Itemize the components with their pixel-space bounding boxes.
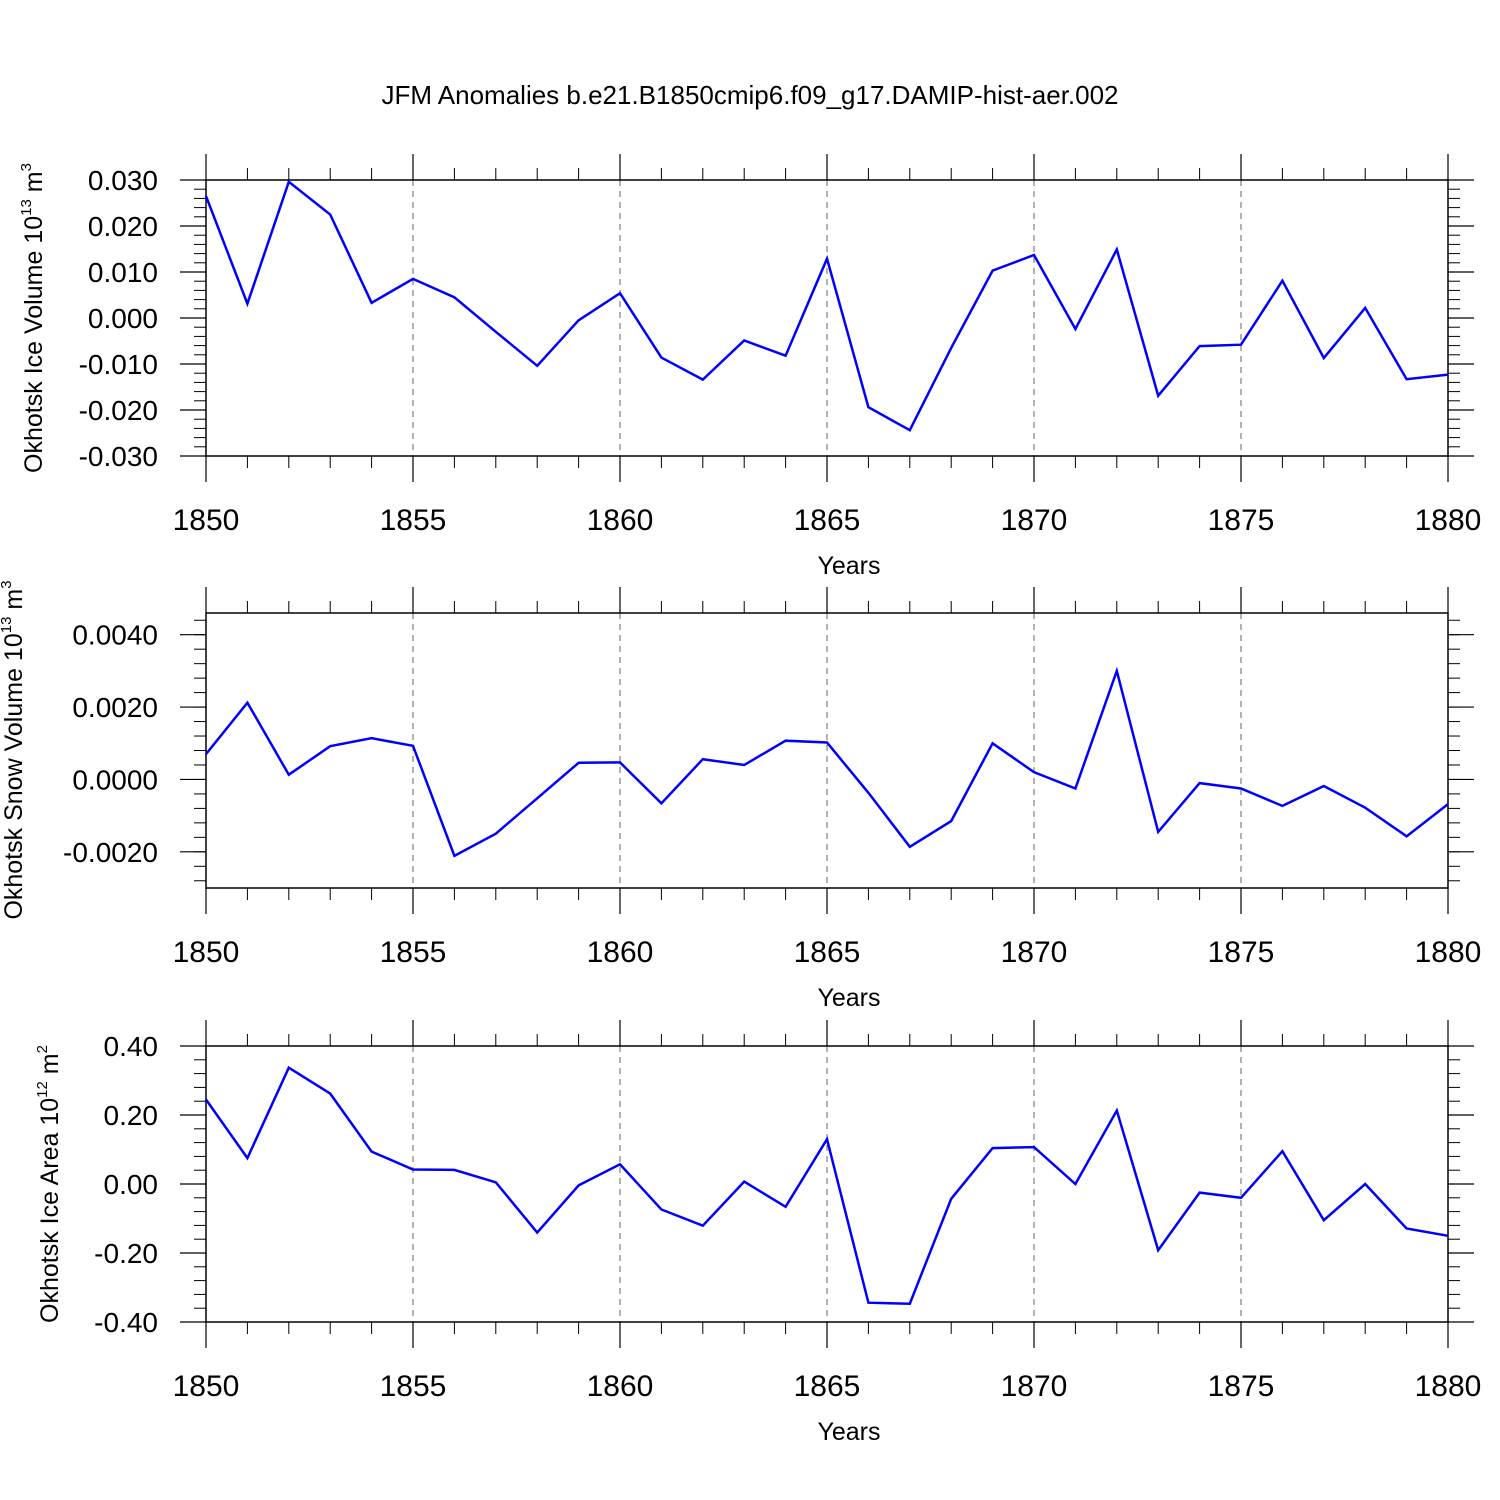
panel-1: 1850 1855 1860 1865 1870 1875 1880 -0.030 -0.020… — [18, 154, 1481, 580]
y-axis-title-part: 2 — [34, 1045, 51, 1053]
y-axis-title-part: m — [0, 589, 28, 617]
x-tick-label: 1855 — [380, 1370, 447, 1403]
y-tick-label: 0.0020 — [72, 692, 158, 723]
y-axis-title: Okhotsk Snow Volume 1013 m3 — [0, 580, 28, 919]
y-axis-title-part: 12 — [34, 1081, 51, 1098]
x-tick-label: 1865 — [794, 1370, 861, 1403]
x-tick-label: 1875 — [1208, 504, 1275, 537]
x-tick-label: 1850 — [173, 504, 240, 537]
x-tick-label: 1875 — [1208, 936, 1275, 969]
y-axis-title-part: 13 — [0, 617, 15, 634]
y-tick-label: -0.030 — [79, 441, 158, 472]
y-tick-label: 0.40 — [104, 1031, 159, 1062]
panel-2: 1850 1855 1860 1865 1870 1875 1880 -0.0020 0.000… — [0, 580, 1481, 1012]
y-tick-label: -0.010 — [79, 349, 158, 380]
x-axis-title: Years — [817, 552, 880, 580]
x-tick-label: 1860 — [587, 504, 654, 537]
y-tick-label: 0.030 — [88, 165, 158, 196]
x-tick-label: 1880 — [1415, 936, 1482, 969]
x-axis-title: Years — [817, 1418, 880, 1446]
x-tick-label: 1870 — [1001, 504, 1068, 537]
y-axis-title: Okhotsk Ice Area 1012 m2 — [34, 1045, 64, 1323]
y-tick-label: 0.000 — [88, 303, 158, 334]
x-tick-label: 1850 — [173, 1370, 240, 1403]
y-axis-title-part: m — [20, 171, 48, 199]
x-axis-title: Years — [817, 984, 880, 1012]
y-tick-label: 0.0040 — [72, 620, 158, 651]
y-axis-title-part: Okhotsk Ice Volume 10 — [20, 216, 48, 473]
y-tick-label: -0.20 — [94, 1238, 158, 1269]
y-axis-title-part: Okhotsk Ice Area 10 — [36, 1098, 64, 1323]
series-line — [205, 666, 1449, 858]
y-tick-label: 0.020 — [88, 211, 158, 242]
y-tick-label: -0.0020 — [63, 837, 158, 868]
series-line — [204, 179, 1449, 432]
x-tick-label: 1865 — [794, 936, 861, 969]
y-tick-label: 0.010 — [88, 257, 158, 288]
y-tick-label: 0.20 — [104, 1100, 159, 1131]
figure-title: JFM Anomalies b.e21.B1850cmip6.f09_g17.D… — [381, 80, 1118, 110]
x-tick-label: 1865 — [794, 504, 861, 537]
x-tick-label: 1855 — [380, 936, 447, 969]
x-tick-label: 1860 — [587, 1370, 654, 1403]
y-axis-title-part: 3 — [18, 163, 35, 171]
y-axis-title-part: 3 — [0, 580, 15, 588]
y-tick-label: 0.0000 — [72, 764, 158, 795]
y-tick-label: -0.020 — [79, 395, 158, 426]
panel-3: 1850 1855 1860 1865 1870 1875 1880 -0.40 -0.20 0.… — [34, 1020, 1481, 1446]
y-tick-label: -0.40 — [94, 1307, 158, 1338]
y-axis-title: Okhotsk Ice Volume 1013 m3 — [18, 163, 48, 473]
y-tick-label: 0.00 — [104, 1169, 159, 1200]
y-axis-title-part: Okhotsk Snow Volume 10 — [0, 633, 28, 919]
y-axis-title-part: m — [36, 1053, 64, 1081]
series-line — [204, 1065, 1449, 1305]
y-axis-title-part: 13 — [18, 199, 35, 216]
x-tick-label: 1870 — [1001, 936, 1068, 969]
x-tick-label: 1880 — [1415, 504, 1482, 537]
x-tick-label: 1875 — [1208, 1370, 1275, 1403]
x-tick-label: 1850 — [173, 936, 240, 969]
x-tick-label: 1870 — [1001, 1370, 1068, 1403]
x-tick-label: 1855 — [380, 504, 447, 537]
x-tick-label: 1880 — [1415, 1370, 1482, 1403]
x-tick-label: 1860 — [587, 936, 654, 969]
